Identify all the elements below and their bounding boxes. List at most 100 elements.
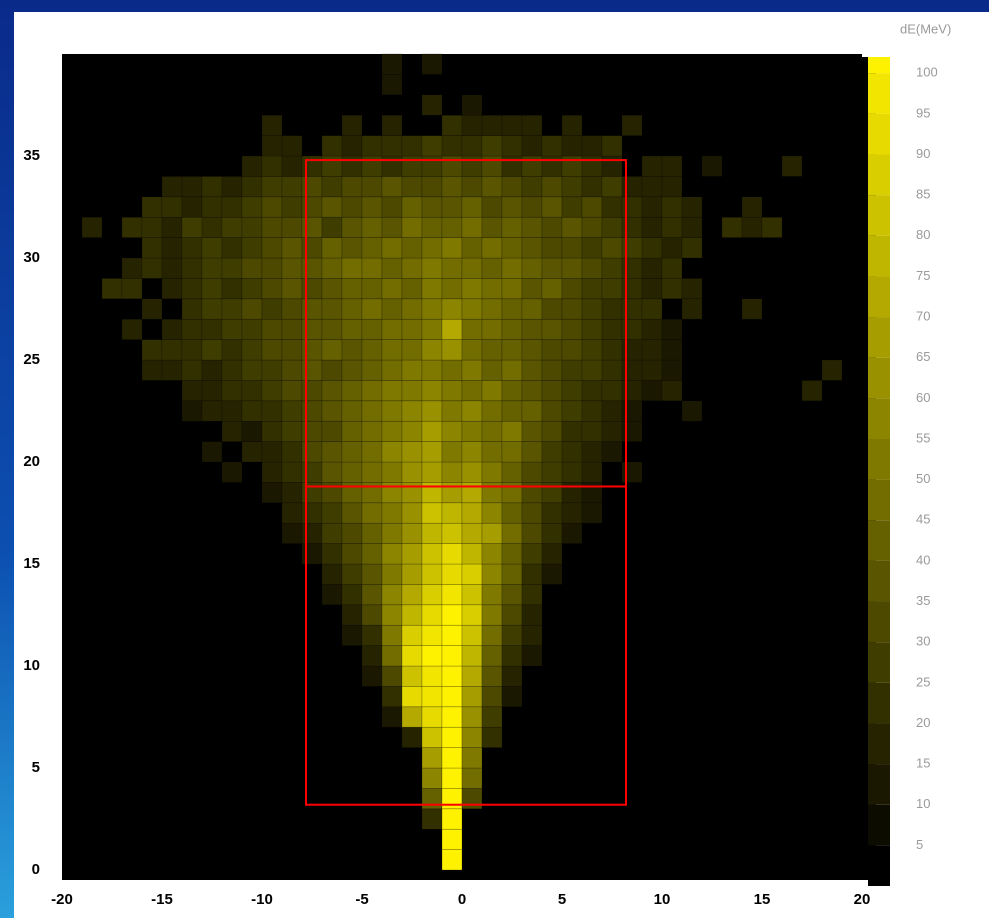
- cell: [802, 727, 822, 748]
- cell: [621, 114, 643, 136]
- cell: [401, 624, 423, 646]
- cell: [722, 482, 742, 503]
- cell: [122, 482, 142, 503]
- cell: [222, 788, 242, 809]
- cell: [521, 400, 543, 422]
- cell: [321, 278, 343, 300]
- cell: [82, 502, 102, 524]
- cell: [181, 359, 203, 381]
- cell: [662, 421, 682, 442]
- cell: [822, 196, 842, 218]
- cell: [222, 94, 242, 116]
- cell: [302, 849, 322, 870]
- cell: [62, 400, 82, 422]
- cell: [102, 421, 122, 442]
- cell: [642, 74, 662, 95]
- cell: [381, 257, 403, 279]
- cell: [501, 176, 523, 198]
- cell: [341, 114, 363, 136]
- cell: [561, 196, 583, 218]
- cell: [682, 135, 702, 156]
- cell: [822, 156, 842, 177]
- cell: [322, 808, 342, 830]
- cell: [782, 523, 802, 544]
- cell: [282, 543, 302, 564]
- cell: [542, 747, 562, 768]
- cell: [221, 257, 243, 279]
- cell: [281, 176, 303, 198]
- x-tick-label: 0: [458, 891, 466, 908]
- cell: [702, 298, 722, 320]
- cell: [62, 421, 82, 442]
- cell: [501, 257, 523, 279]
- cell: [381, 706, 403, 728]
- cell: [282, 706, 302, 728]
- cell: [102, 706, 122, 728]
- cell: [142, 319, 162, 340]
- cell: [582, 543, 602, 564]
- cell: [182, 849, 202, 870]
- cell: [222, 156, 242, 177]
- cell: [521, 624, 543, 646]
- cell: [662, 564, 682, 585]
- cell: [121, 278, 143, 300]
- cell: [361, 176, 383, 198]
- cell: [662, 645, 682, 666]
- cell: [221, 420, 243, 442]
- cell: [82, 421, 102, 442]
- cell: [642, 523, 662, 544]
- cell: [742, 788, 762, 809]
- cell: [362, 727, 382, 748]
- cell: [662, 115, 682, 136]
- cell: [262, 94, 282, 116]
- cell: [501, 686, 523, 708]
- cell: [762, 462, 782, 483]
- cell: [142, 462, 162, 483]
- cell: [102, 808, 122, 830]
- cell: [581, 135, 603, 157]
- cell: [602, 666, 622, 687]
- cell: [242, 849, 262, 870]
- cell: [742, 829, 762, 850]
- cell: [341, 543, 363, 565]
- cell: [802, 298, 822, 320]
- cell: [642, 564, 662, 585]
- cell: [102, 319, 122, 340]
- cell: [82, 727, 102, 748]
- cell: [842, 727, 862, 748]
- cell: [782, 400, 802, 422]
- cell: [702, 666, 722, 687]
- cell: [261, 114, 283, 136]
- cell: [822, 604, 842, 626]
- cell: [102, 360, 122, 381]
- cell: [62, 380, 82, 401]
- cell: [341, 482, 363, 504]
- cell: [762, 421, 782, 442]
- cell: [161, 339, 183, 361]
- cell: [382, 94, 402, 116]
- cell: [321, 257, 343, 279]
- cell: [662, 502, 682, 524]
- cell: [762, 135, 782, 156]
- cell: [521, 176, 543, 198]
- cell: [501, 645, 523, 667]
- cell: [722, 808, 742, 830]
- cell: [341, 257, 363, 279]
- cell: [382, 829, 402, 850]
- cell: [302, 54, 322, 75]
- cell: [481, 461, 503, 483]
- cell: [842, 298, 862, 320]
- cell: [381, 298, 403, 320]
- cell: [62, 788, 82, 809]
- cell: [541, 318, 563, 340]
- cell: [702, 176, 722, 197]
- cell: [681, 196, 703, 218]
- cell: [561, 257, 583, 279]
- cell: [521, 584, 543, 606]
- cell: [381, 114, 403, 136]
- cell: [541, 339, 563, 361]
- cell: [62, 808, 82, 830]
- cell: [82, 237, 102, 258]
- cell: [361, 624, 383, 646]
- cell: [541, 298, 563, 320]
